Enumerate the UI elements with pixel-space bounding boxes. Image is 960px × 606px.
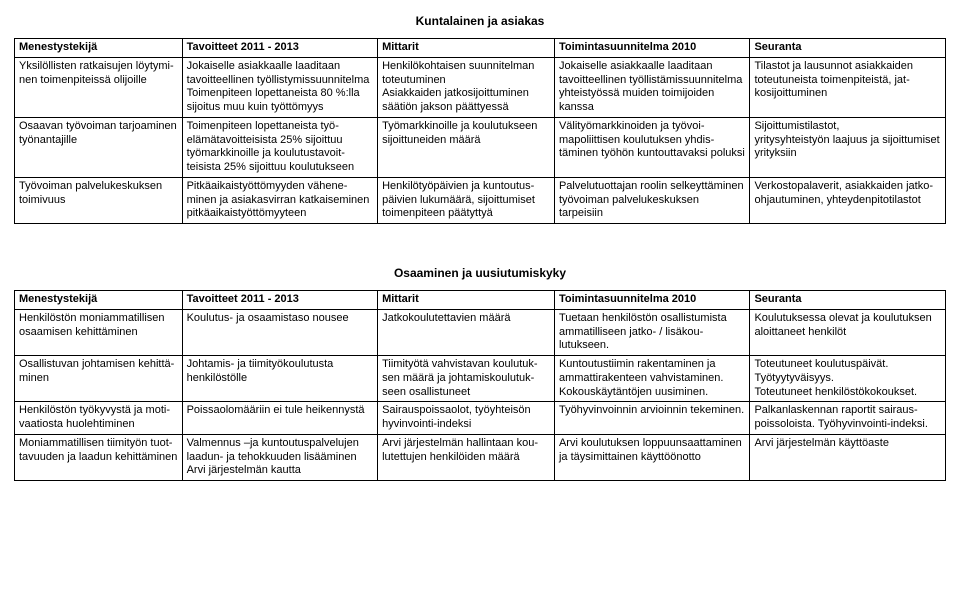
cell: Työhyvinvoinnin arvioinnin teke­minen. [554, 402, 750, 435]
col-header: Menestystekijä [15, 39, 183, 58]
cell: Arvi järjestelmän käyttöaste [750, 434, 946, 480]
table-header-row: Menestystekijä Tavoitteet 2011 - 2013 Mi… [15, 39, 946, 58]
cell: Jokaiselle asiakkaalle laaditaan tavoitt… [182, 57, 378, 117]
col-header: Menestystekijä [15, 291, 183, 310]
cell: Sairauspoissaolot, työyhteisön hyvinvoin… [378, 402, 555, 435]
cell: Osaavan työvoiman tarjoaminen työnantaji… [15, 117, 183, 177]
table-top: Menestystekijä Tavoitteet 2011 - 2013 Mi… [14, 38, 946, 224]
col-header: Seuranta [750, 39, 946, 58]
col-header: Tavoitteet 2011 - 2013 [182, 39, 378, 58]
table-row: Moniammatillisen tiimityön tuot­tavuuden… [15, 434, 946, 480]
cell: Työmarkkinoille ja koulutukseen sijoittu… [378, 117, 555, 177]
section-title-bottom: Osaaminen ja uusiutumiskyky [14, 266, 946, 280]
cell: Valmennus –ja kuntoutuspalvelu­jen laadu… [182, 434, 378, 480]
cell: Toteutuneet koulutuspäivät. Työtyytyväis… [750, 356, 946, 402]
cell: Koulutuksessa olevat ja koulutuk­sen alo… [750, 309, 946, 355]
cell: Sijoittumistilastot,yritysyhteistyön laa… [750, 117, 946, 177]
cell: Toimenpiteen lopettaneista työ­elämätavo… [182, 117, 378, 177]
cell: Palkanlaskennan raportit sairaus­poissol… [750, 402, 946, 435]
cell: Yksilöllisten ratkaisujen löytymi­nen to… [15, 57, 183, 117]
cell: Henkilöstön moniammatillisen osaamisen k… [15, 309, 183, 355]
cell: Koulutus- ja osaamistaso nousee [182, 309, 378, 355]
cell: Arvi koulutuksen loppuunsaatta­minen ja … [554, 434, 750, 480]
table-row: Henkilöstön työkyvystä ja moti­vaatiosta… [15, 402, 946, 435]
cell: Tuetaan henkilöstön osallistumis­ta amma… [554, 309, 750, 355]
col-header: Seuranta [750, 291, 946, 310]
col-header: Toimintasuunnitelma 2010 [554, 291, 750, 310]
cell: Työvoiman palvelukeskuksen toi­mivuus [15, 177, 183, 223]
cell: Henkilökohtaisen suunnitelman toteutumin… [378, 57, 555, 117]
table-row: Työvoiman palvelukeskuksen toi­mivuus Pi… [15, 177, 946, 223]
col-header: Tavoitteet 2011 - 2013 [182, 291, 378, 310]
cell: Henkilöstön työkyvystä ja moti­vaatiosta… [15, 402, 183, 435]
cell: Osallistuvan johtamisen kehittä­minen [15, 356, 183, 402]
cell: Tiimityötä vahvistavan koulutuk­sen määr… [378, 356, 555, 402]
col-header: Mittarit [378, 291, 555, 310]
cell: Palvelutuottajan roolin selkeyttä­minen … [554, 177, 750, 223]
cell: Kuntoutustiimin rakentaminen ja ammattir… [554, 356, 750, 402]
table-bottom: Menestystekijä Tavoitteet 2011 - 2013 Mi… [14, 290, 946, 481]
cell: Tilastot ja lausunnot asiakkaiden toteut… [750, 57, 946, 117]
col-header: Mittarit [378, 39, 555, 58]
table-row: Osallistuvan johtamisen kehittä­minen Jo… [15, 356, 946, 402]
cell: Moniammatillisen tiimityön tuot­tavuuden… [15, 434, 183, 480]
cell: Verkostopalaverit, asiakkaiden jatko-ohj… [750, 177, 946, 223]
cell: Välityömarkkinoiden ja työvoi­mapoliitti… [554, 117, 750, 177]
table-row: Henkilöstön moniammatillisen osaamisen k… [15, 309, 946, 355]
cell: Jatkokoulutettavien määrä [378, 309, 555, 355]
table-row: Yksilöllisten ratkaisujen löytymi­nen to… [15, 57, 946, 117]
section-title-top: Kuntalainen ja asiakas [14, 14, 946, 28]
table-row: Osaavan työvoiman tarjoaminen työnantaji… [15, 117, 946, 177]
cell: Johtamis- ja tiimityökoulutusta henkilös… [182, 356, 378, 402]
cell: Henkilötyöpäivien ja kuntoutus­päivien l… [378, 177, 555, 223]
col-header: Toimintasuunnitelma 2010 [554, 39, 750, 58]
cell: Arvi järjestelmän hallintaan kou­lutettu… [378, 434, 555, 480]
cell: Pitkäaikaistyöttömyyden vähene­minen ja … [182, 177, 378, 223]
cell: Jokaiselle asiakkaalle laaditaan tavoitt… [554, 57, 750, 117]
cell: Poissaolomääriin ei tule heiken­nystä [182, 402, 378, 435]
table-header-row: Menestystekijä Tavoitteet 2011 - 2013 Mi… [15, 291, 946, 310]
